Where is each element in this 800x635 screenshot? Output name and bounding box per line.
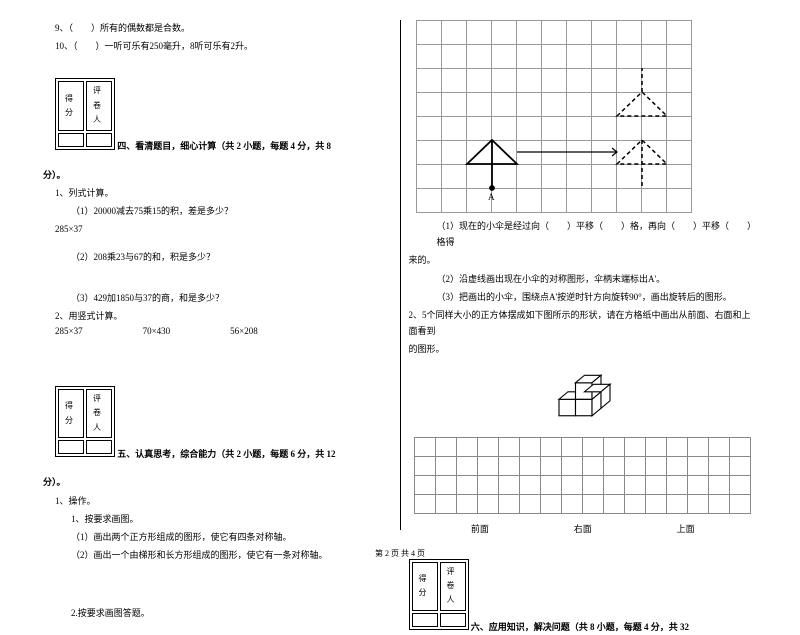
r3: （3）把画出的小伞，围绕点A'按逆时针方向旋转90°，画出旋转后的图形。 [409, 289, 758, 305]
s4-2: 2、用竖式计算。 [43, 308, 392, 324]
score-box-6: 得分评卷人 [409, 559, 469, 630]
grader-label: 评卷人 [86, 81, 112, 130]
q10: 10、（ ）一听可乐有250毫升，8听可乐有2升。 [43, 38, 392, 54]
s5-1: 1、操作。 [43, 493, 392, 509]
r4: 2、5个同样大小的正方体摆成如下图所示的形状，请在方格纸中画出从前面、右面和上面… [409, 307, 758, 339]
s5-1-1a: （1）画出两个正方形组成的图形，使它有四条对称轴。 [43, 529, 392, 545]
grader-label: 评卷人 [440, 562, 466, 611]
axis-front: 前面 [471, 522, 489, 535]
cube-diagram [538, 362, 628, 432]
calc-3: 56×208 [230, 326, 258, 336]
calc-1: 285×37 [55, 326, 83, 336]
grader-label: 评卷人 [86, 389, 112, 438]
fen-5: 分）。 [43, 474, 392, 490]
axis-top: 上面 [677, 522, 695, 535]
axis-right: 右面 [574, 522, 592, 535]
score-label: 得分 [58, 81, 84, 130]
grader-value[interactable] [86, 440, 112, 454]
s4-1-1: （1）20000减去75乘15的积，差是多少？ [43, 203, 392, 219]
score-value[interactable] [412, 613, 438, 627]
grid-small [415, 438, 758, 514]
s4-1-2: （2）208乘23与67的和，积是多少？ [43, 249, 392, 265]
calc-2: 70×430 [143, 326, 171, 336]
fen-4: 分）。 [43, 167, 392, 183]
grader-value[interactable] [86, 133, 112, 147]
grid-big [417, 20, 758, 212]
score-value[interactable] [58, 440, 84, 454]
score-label: 得分 [412, 562, 438, 611]
score-value[interactable] [58, 133, 84, 147]
grader-value[interactable] [440, 613, 466, 627]
section-6-title: 六、应用知识，解决问题（共 8 小题，每题 4 分，共 32 [471, 622, 689, 632]
r1: （1）现在的小伞是经过向（ ）平移（ ）格，再向（ ）平移（ ）格得 [409, 218, 758, 250]
s5-1-1: 1、按要求画图。 [43, 511, 392, 527]
s5-2: 2.按要求画图答题。 [43, 605, 392, 621]
s4-1-3: （3）429加1850与37的商，和是多少？ [43, 290, 392, 306]
section-4-title: 四、看清题目，细心计算（共 2 小题，每题 4 分，共 8 [117, 142, 331, 152]
section-5-title: 五、认真思考，综合能力（共 2 小题，每题 6 分，共 12 [117, 449, 335, 459]
score-box-5: 得分评卷人 [55, 386, 115, 457]
page-footer: 第 2 页 共 4 页 [0, 548, 800, 559]
r4b: 的图形。 [409, 341, 758, 357]
r2: （2）沿虚线画出现在小伞的对称图形，伞柄末端标出A'。 [409, 271, 758, 287]
s4-1-1r: 285×37 [43, 221, 392, 237]
score-box-4: 得分评卷人 [55, 78, 115, 149]
r1b: 来的。 [409, 252, 758, 268]
s4-1: 1、列式计算。 [43, 185, 392, 201]
q9: 9、（ ）所有的偶数都是合数。 [43, 20, 392, 36]
score-label: 得分 [58, 389, 84, 438]
